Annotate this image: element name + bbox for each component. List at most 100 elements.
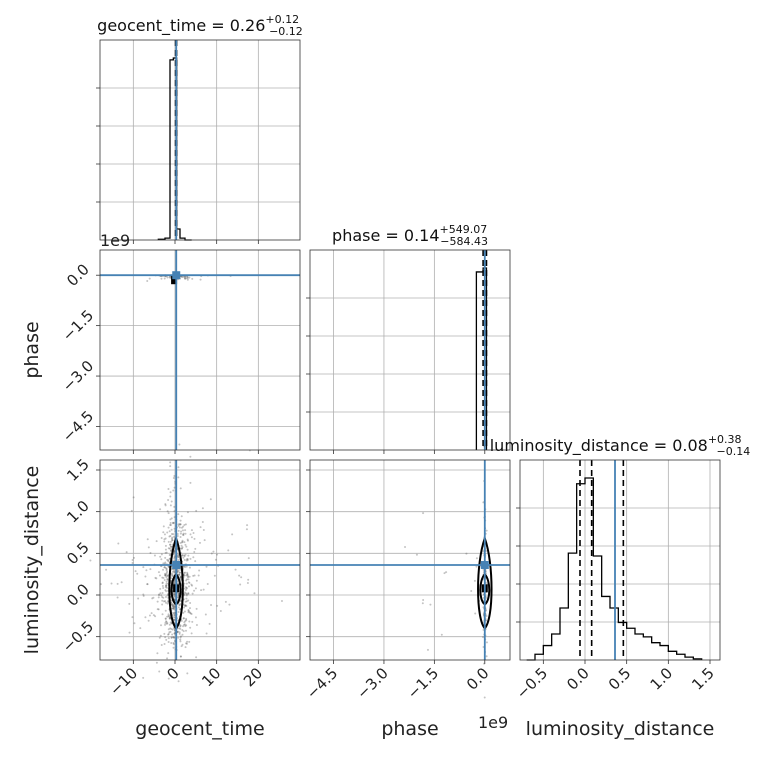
sample-point (171, 603, 174, 606)
sample-point (177, 611, 180, 614)
sample-point (117, 542, 120, 545)
sample-point (183, 558, 186, 561)
sample-point (193, 537, 196, 540)
sample-point (201, 520, 204, 523)
sample-point (188, 566, 191, 569)
sample-point (177, 529, 180, 532)
sample-point (194, 587, 197, 590)
sample-point (137, 597, 140, 600)
sample-point (156, 652, 159, 655)
sample-point (173, 614, 176, 617)
sample-point (159, 634, 162, 637)
sample-point (183, 541, 186, 544)
sample-point (167, 526, 170, 529)
sample-point (168, 530, 171, 533)
sample-point (183, 594, 186, 597)
sample-point (177, 554, 180, 557)
sample-point (190, 612, 193, 615)
sample-point (154, 615, 157, 618)
sample-point (186, 558, 189, 561)
sample-point (181, 633, 184, 636)
sample-point (179, 625, 182, 628)
sample-point (192, 574, 195, 577)
sample-point (89, 559, 92, 562)
sample-point (485, 529, 488, 532)
sample-point (139, 627, 142, 630)
sample-point (186, 573, 189, 576)
sample-point (248, 449, 251, 452)
sample-point (157, 608, 160, 611)
sample-point (128, 631, 131, 634)
sample-point (182, 625, 185, 628)
histogram-geocent-time (157, 57, 192, 241)
sample-point (165, 551, 168, 554)
sample-point (212, 550, 215, 553)
tick-label-luminosity_distance: 0.5 (605, 664, 635, 694)
sample-point (179, 627, 182, 630)
tick-label-phase: −1.5 (59, 306, 97, 344)
sample-point (142, 676, 145, 679)
sample-point (171, 607, 174, 610)
sample-point (179, 636, 182, 639)
sample-point (169, 549, 172, 552)
sample-point (173, 505, 176, 508)
sample-point (429, 603, 432, 606)
sample-point (185, 559, 188, 562)
sample-point (161, 581, 164, 584)
sample-point (179, 576, 182, 579)
sample-point (184, 523, 187, 526)
sample-point (186, 571, 189, 574)
sample-point (179, 655, 182, 658)
sample-point (148, 277, 151, 280)
sample-point (177, 596, 180, 599)
sample-point (187, 592, 190, 595)
sample-point (181, 546, 184, 549)
sample-point (167, 512, 170, 515)
sample-point (187, 599, 190, 602)
panel-geocent-time-hist: geocent_time = 0.26+0.12 −0.12 (96, 13, 303, 244)
sample-point (164, 503, 167, 506)
sample-point (167, 614, 170, 617)
sample-point (179, 541, 182, 544)
sample-point (159, 587, 162, 590)
sample-point (172, 582, 175, 585)
tick-label-luminosity_distance: 1.5 (688, 664, 718, 694)
sample-point (161, 584, 164, 587)
sample-point (179, 599, 182, 602)
sample-point (185, 277, 188, 280)
sample-point (185, 565, 188, 568)
sample-point (157, 571, 160, 574)
sample-point (194, 560, 197, 563)
offset-text-phase-x: 1e9 (478, 713, 508, 732)
sample-point (445, 571, 448, 574)
sample-point (173, 593, 176, 596)
sample-point (185, 629, 188, 632)
sample-point (213, 574, 216, 577)
sample-point (184, 529, 187, 532)
sample-point (199, 278, 202, 281)
sample-point (170, 577, 173, 580)
sample-point (186, 672, 189, 675)
sample-point (151, 597, 154, 600)
sample-point (185, 579, 188, 582)
sample-point (167, 613, 170, 616)
sample-point (166, 578, 169, 581)
sample-point (186, 275, 189, 278)
sample-point (185, 642, 188, 645)
sample-point (185, 624, 188, 627)
sample-point (184, 586, 187, 589)
sample-point (475, 557, 478, 560)
sample-point (133, 556, 136, 559)
sample-point (216, 553, 219, 556)
sample-point (167, 559, 170, 562)
sample-point (156, 608, 159, 611)
xlabel-phase: phase (381, 718, 438, 740)
sample-point (168, 554, 171, 557)
sample-point (186, 640, 189, 643)
sample-point (165, 638, 168, 641)
sample-point (166, 570, 169, 573)
sample-point (205, 565, 208, 568)
sample-point (182, 617, 185, 620)
sample-point (180, 275, 183, 278)
